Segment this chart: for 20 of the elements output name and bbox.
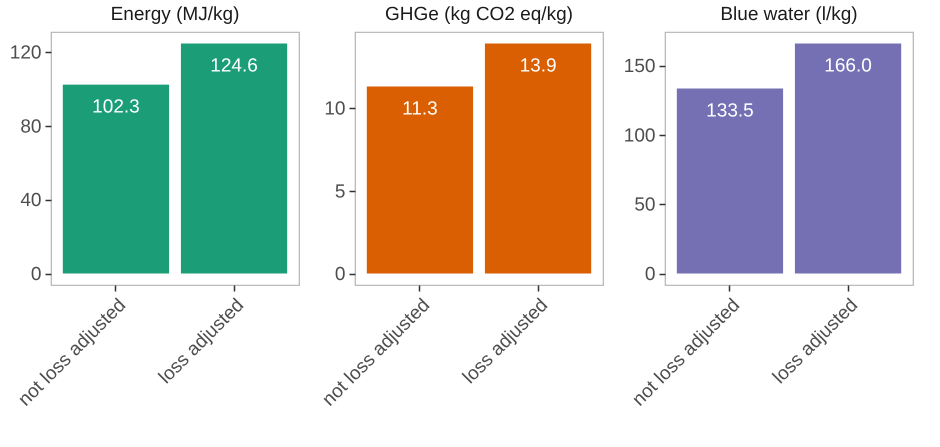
data-label: 133.5 [706,100,754,122]
y-tick-label: 150 [624,56,656,78]
data-label: 102.3 [92,96,140,118]
y-tick-label: 40 [20,190,42,212]
y-tick-label: 80 [20,116,42,138]
y-tick-label: 120 [10,42,42,64]
data-label: 124.6 [210,56,258,76]
chart-title: Energy (MJ/kg) [110,4,240,25]
y-tick-label: 0 [644,264,656,285]
y-tick-label: 100 [624,125,656,146]
data-label: 11.3 [402,98,438,120]
y-tick-label: 0 [334,264,346,285]
data-label: 13.9 [520,56,557,76]
data-label: 166.0 [824,56,872,76]
y-tick-label: 0 [30,264,42,285]
y-tick-label: 5 [334,181,346,202]
y-tick-label: 50 [634,194,656,216]
y-tick-label: 10 [324,98,346,120]
chart-title: Blue water (l/kg) [720,4,858,25]
chart-title: GHGe (kg CO2 eq/kg) [385,4,573,25]
